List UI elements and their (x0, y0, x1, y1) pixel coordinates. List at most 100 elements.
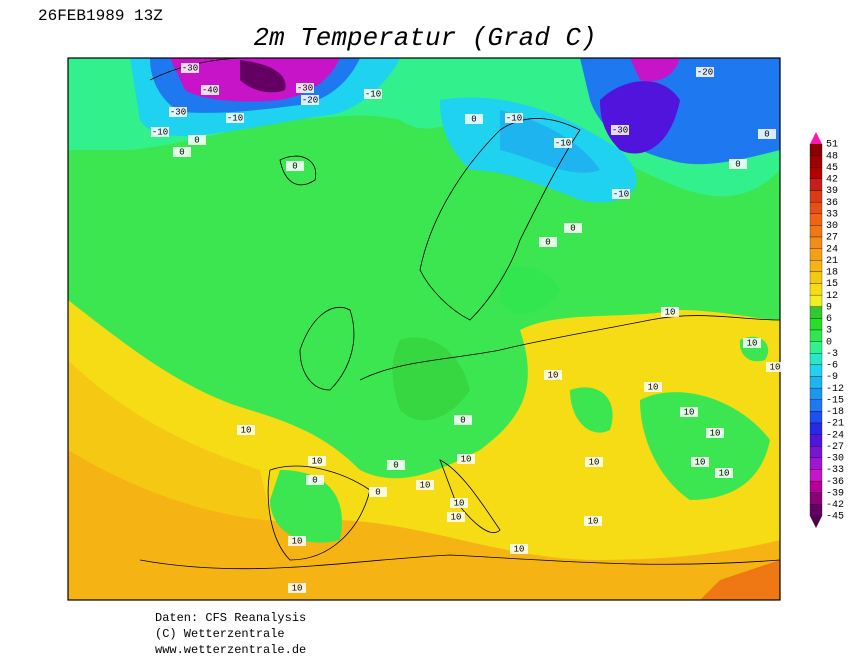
contour-label: 10 (648, 382, 659, 392)
contour-label-bg (539, 237, 557, 247)
contour-label-bg (237, 425, 255, 435)
colorbar-box (809, 480, 823, 493)
colorbar-box (809, 318, 823, 331)
contour-label-bg (454, 415, 472, 425)
contour-label-bg (465, 114, 483, 124)
colorbar-label: 6 (826, 314, 832, 325)
contour-label-bg (364, 89, 382, 99)
contour-label-bg (612, 189, 630, 199)
contour-label: 10 (770, 362, 781, 372)
contour-label-bg (288, 583, 306, 593)
contour-label: -30 (182, 63, 198, 73)
contour-label-bg (743, 338, 761, 348)
contour-label: -10 (152, 127, 168, 137)
contour-label: 10 (461, 454, 472, 464)
contour-label-bg (715, 468, 733, 478)
contour-label-bg (201, 85, 219, 95)
colorbar-label: -33 (826, 465, 844, 476)
contour-label-bg (296, 83, 314, 93)
contour-label-bg (387, 460, 405, 470)
colorbar-label: -30 (826, 454, 844, 465)
contour-label: 10 (420, 480, 431, 490)
contour-labels: -30-40-30-10-1000-30-20-10-20-30-10-1000… (151, 63, 784, 593)
contour-label: 0 (312, 475, 317, 485)
colorbar-label: 3 (826, 326, 832, 337)
contour-label-bg (505, 113, 523, 123)
colorbar: 51484542393633302724211815129630-3-6-9-1… (809, 132, 844, 528)
colorbar-label: -12 (826, 384, 844, 395)
colorbar-box (809, 178, 823, 191)
contour-label-bg (288, 536, 306, 546)
contour-label: 10 (451, 512, 462, 522)
contour-label-bg (306, 475, 324, 485)
colorbar-label: 27 (826, 233, 838, 244)
colorbar-label: 45 (826, 163, 838, 174)
contour-label: 0 (375, 487, 380, 497)
contour-label: 0 (545, 237, 550, 247)
colorbar-box (809, 248, 823, 261)
contour-label-bg (696, 67, 714, 77)
contour-label: 10 (241, 425, 252, 435)
contour-label-bg (680, 407, 698, 417)
colorbar-label: -27 (826, 442, 844, 453)
colorbar-box (809, 399, 823, 412)
contour-label: 10 (710, 428, 721, 438)
contour-label-bg (188, 135, 206, 145)
colorbar-box (809, 260, 823, 273)
contour-label: 10 (548, 370, 559, 380)
colorbar-box (809, 376, 823, 389)
colorbar-label: 30 (826, 221, 838, 232)
contour-label: -30 (170, 107, 186, 117)
colorbar-label: -45 (826, 512, 844, 523)
colorbar-box (809, 294, 823, 307)
colorbar-label: -3 (826, 349, 838, 360)
date-label: 26FEB1989 13Z (38, 7, 163, 25)
contour-label-bg (585, 457, 603, 467)
contour-label-bg (644, 382, 662, 392)
contour-label: 10 (695, 457, 706, 467)
contour-label: -10 (365, 89, 381, 99)
colorbar-label: -6 (826, 361, 838, 372)
colorbar-label: 42 (826, 175, 838, 186)
colorbar-label: 9 (826, 302, 832, 313)
contour-label: -10 (227, 113, 243, 123)
contour-label-bg (691, 457, 709, 467)
contour-label-bg (181, 63, 199, 73)
colorbar-label: 24 (826, 244, 838, 255)
contour-label-bg (584, 516, 602, 526)
contour-label: 0 (393, 460, 398, 470)
colorbar-over (810, 132, 822, 144)
colorbar-box (809, 411, 823, 424)
contour-label: 10 (292, 536, 303, 546)
colorbar-label: -24 (826, 430, 844, 441)
contour-label: 0 (570, 223, 575, 233)
footer-line: (C) Wetterzentrale (155, 627, 285, 641)
contour-label: 0 (460, 415, 465, 425)
colorbar-label: 0 (826, 337, 832, 348)
contour-label: -10 (506, 113, 522, 123)
contour-label: 10 (665, 307, 676, 317)
contour-label: 0 (471, 114, 476, 124)
colorbar-box (809, 341, 823, 354)
temperature-field (68, 58, 780, 600)
contour-label-bg (450, 498, 468, 508)
colorbar-box (809, 434, 823, 447)
colorbar-label: -9 (826, 372, 838, 383)
colorbar-label: 39 (826, 186, 838, 197)
colorbar-box (809, 283, 823, 296)
contour-label-bg (758, 129, 776, 139)
map-title: 2m Temperatur (Grad C) (253, 23, 596, 53)
contour-label-bg (173, 147, 191, 157)
contour-label-bg (416, 480, 434, 490)
colorbar-label: 36 (826, 198, 838, 209)
colorbar-box (809, 155, 823, 168)
contour-label-bg (226, 113, 244, 123)
contour-label-bg (661, 307, 679, 317)
contour-label: -30 (612, 125, 628, 135)
contour-label: -20 (697, 67, 713, 77)
contour-label-bg (611, 125, 629, 135)
colorbar-box (809, 306, 823, 319)
colorbar-box (809, 446, 823, 459)
